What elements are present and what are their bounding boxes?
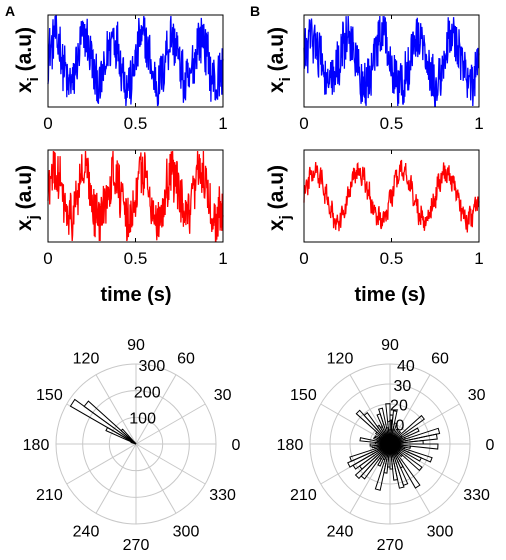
angle-tick-label: 210 <box>290 487 317 504</box>
polar-bar <box>355 409 391 445</box>
panel-b-letter: B <box>250 3 260 19</box>
radial-tick-label: 20 <box>390 398 408 415</box>
x-tick-label: 0.5 <box>380 249 404 268</box>
series-line-xi <box>47 15 224 107</box>
radial-tick-label: 100 <box>129 411 156 428</box>
angle-tick-label: 60 <box>177 350 195 367</box>
x-tick-label: 0 <box>43 114 52 133</box>
angle-tick-label: 180 <box>23 437 50 454</box>
polar-spoke <box>95 443 137 514</box>
x-tick-label: 0 <box>43 249 52 268</box>
angle-tick-label: 30 <box>214 387 232 404</box>
panel-b-xlabel: time (s) <box>354 284 425 306</box>
panel-a-xi-plot: 0 0.5 1 <box>43 14 228 133</box>
polar-bar <box>105 426 137 445</box>
polar-bar <box>389 427 420 445</box>
polar-spoke <box>135 403 206 445</box>
angle-tick-label: 300 <box>173 524 200 541</box>
angle-tick-label: 330 <box>463 487 490 504</box>
x-tick-label: 0.5 <box>380 114 404 133</box>
panel-a-xj-ylabel: xj (a.u) <box>13 165 42 231</box>
angle-tick-label: 270 <box>123 537 150 554</box>
panel-a-xi-ylabel: xi (a.u) <box>13 27 42 93</box>
polar-bar <box>389 414 425 445</box>
angle-tick-label: 120 <box>327 350 354 367</box>
polar-bar <box>389 443 421 489</box>
angle-tick-label: 120 <box>73 350 100 367</box>
angle-tick-label: 90 <box>381 337 399 354</box>
polar-spoke <box>66 443 137 485</box>
polar-bar <box>389 427 441 445</box>
polar-spoke <box>95 374 137 445</box>
panel-b-xi-plot: 0 0.5 1 <box>299 14 484 133</box>
angle-tick-label: 240 <box>73 524 100 541</box>
x-tick-label: 0.5 <box>124 249 148 268</box>
angle-tick-label: 90 <box>127 337 145 354</box>
polar-bar <box>389 443 423 472</box>
panel-b-xj-ylabel: xj (a.u) <box>265 165 294 231</box>
panel-b-xj-plot: 0 0.5 1 <box>299 149 484 268</box>
polar-bar <box>389 443 433 463</box>
polar-spoke <box>135 374 177 445</box>
x-tick-label: 1 <box>218 114 227 133</box>
x-tick-label: 1 <box>474 249 483 268</box>
angle-tick-label: 300 <box>427 524 454 541</box>
angle-tick-label: 150 <box>290 387 317 404</box>
angle-tick-label: 240 <box>327 524 354 541</box>
angle-tick-label: 270 <box>377 537 404 554</box>
angle-tick-label: 180 <box>277 437 304 454</box>
x-tick-label: 1 <box>218 249 227 268</box>
polar-bar <box>69 398 137 445</box>
series-line-xj <box>303 159 480 233</box>
x-tick-label: 0 <box>299 249 308 268</box>
polar-bar <box>130 441 137 445</box>
polar-bar <box>389 443 439 450</box>
radial-tick-label: 40 <box>397 358 415 375</box>
radial-tick-label: 30 <box>394 378 412 395</box>
panel-b-xi-ylabel: xi (a.u) <box>265 27 294 93</box>
polar-spoke <box>135 443 177 514</box>
polar-bar <box>360 443 391 480</box>
radial-tick-label: 200 <box>134 384 161 401</box>
panel-a-letter: A <box>5 3 15 19</box>
angle-tick-label: 210 <box>36 487 63 504</box>
panel-a-xj-plot: 0 0.5 1 <box>43 149 228 268</box>
radial-tick-label: 300 <box>139 358 166 375</box>
x-tick-label: 0.5 <box>124 114 148 133</box>
angle-tick-label: 330 <box>209 487 236 504</box>
panel-b-polar-histogram: 10 20 30 40 0 30 60 90 120 150 180 210 240 270 300 330 <box>277 337 495 554</box>
polar-spoke <box>135 443 206 485</box>
series-line-xi <box>303 15 480 107</box>
radial-tick-label: 10 <box>387 417 405 434</box>
angle-tick-label: 60 <box>431 350 449 367</box>
series-line-xj <box>47 150 224 242</box>
panel-a-polar-histogram: 100 200 300 0 30 60 90 120 150 180 210 240 270 300 330 <box>23 337 241 554</box>
angle-tick-label: 150 <box>36 387 63 404</box>
angle-tick-label: 30 <box>468 387 486 404</box>
angle-tick-label: 0 <box>486 437 495 454</box>
angle-tick-label: 0 <box>232 437 241 454</box>
panel-a-xlabel: time (s) <box>100 284 171 306</box>
x-tick-label: 1 <box>474 114 483 133</box>
x-tick-label: 0 <box>299 114 308 133</box>
polar-bar <box>385 403 391 445</box>
